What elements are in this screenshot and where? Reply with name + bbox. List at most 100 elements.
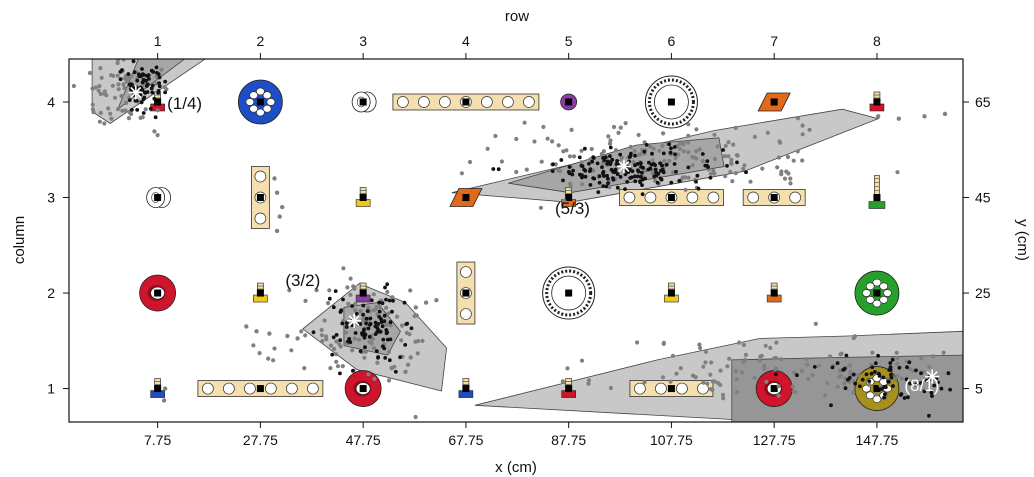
object-center-marker: [770, 385, 778, 393]
left-axis-tick-label: 4: [47, 94, 55, 110]
ball-hole: [879, 295, 888, 304]
bead-hole: [397, 96, 409, 108]
ball-hole: [256, 87, 265, 96]
trajectory-point: [592, 176, 597, 181]
trajectory-point: [785, 154, 791, 160]
bead-hole: [254, 212, 267, 225]
trajectory-point: [762, 363, 767, 368]
region-label-layer: (8/1) (3/2) (5/3) (1/4): [167, 94, 939, 395]
trajectory-point: [667, 158, 672, 164]
object-peg: [150, 378, 165, 398]
trajectory-point: [696, 186, 701, 191]
trajectory-point: [354, 311, 359, 316]
trajectory-point: [391, 298, 395, 303]
trajectory-point: [790, 384, 795, 389]
centroid-star: [347, 313, 362, 328]
trajectory-point: [661, 131, 666, 136]
trajectory-point: [377, 315, 382, 319]
trajectory-point: [134, 98, 139, 103]
trajectory-point: [364, 316, 369, 321]
trajectory-point: [326, 301, 331, 306]
trajectory-point: [788, 176, 793, 181]
trajectory-point: [618, 175, 623, 179]
trajectory-point: [412, 313, 417, 319]
trajectory-point: [1008, 334, 1012, 338]
trajectory-point: [615, 172, 620, 177]
trajectory-point: [611, 124, 617, 130]
trajectory-point: [726, 154, 731, 159]
trajectory-point: [135, 78, 140, 83]
object-center-marker: [770, 194, 778, 202]
trajectory-point: [579, 160, 584, 165]
trajectory-point: [640, 183, 644, 188]
right-axis-label: y (cm): [1014, 219, 1031, 261]
trajectory-point: [623, 121, 628, 126]
trajectory-point: [420, 338, 425, 343]
trajectory-point: [570, 172, 575, 177]
stray-point: [408, 355, 413, 360]
trajectory-point: [919, 371, 923, 376]
trajectory-point: [723, 174, 728, 179]
trajectory-point: [672, 162, 677, 166]
trajectory-point: [844, 353, 849, 358]
trajectory-point: [669, 180, 674, 185]
bead-hole: [707, 191, 720, 204]
trajectory-point: [743, 352, 749, 357]
trajectory-point: [657, 148, 662, 153]
trajectory-point: [662, 158, 667, 164]
trajectory-point: [162, 85, 167, 90]
trajectory-point: [639, 161, 643, 166]
trajectory-point: [579, 358, 585, 363]
trajectory-point: [157, 81, 162, 85]
object-center-marker: [359, 98, 367, 106]
trajectory-point: [778, 357, 784, 362]
ball-hole: [249, 104, 258, 113]
bottom-axis-tick-label: 107.75: [650, 432, 693, 448]
trajectory-point: [694, 156, 699, 161]
trajectory-point: [668, 150, 673, 155]
trajectory-point: [618, 125, 623, 130]
trajectory-point: [847, 363, 853, 368]
trajectory-point: [628, 176, 633, 180]
trajectory-point: [352, 336, 357, 341]
trajectory-point: [867, 382, 872, 387]
trajectory-point: [387, 358, 392, 363]
trajectory-point: [776, 393, 781, 398]
trajectory-point: [415, 351, 420, 356]
trajectory-point: [650, 158, 655, 163]
object-bead-bar-vertical: [250, 166, 270, 229]
trajectory-point: [350, 304, 354, 308]
trajectory-point: [640, 192, 645, 197]
trajectory-point: [678, 366, 683, 371]
stray-point: [413, 305, 418, 310]
trajectory-point: [327, 296, 332, 301]
trajectory-point: [381, 337, 386, 342]
trajectory-point: [932, 383, 937, 388]
trajectory-point: [155, 108, 160, 113]
trajectory-point: [153, 102, 158, 106]
bead-hole: [418, 96, 430, 108]
trajectory-point: [904, 377, 909, 382]
trajectory-point: [565, 366, 570, 371]
trajectory-point: [946, 371, 951, 376]
trajectory-point: [390, 309, 394, 314]
trajectory-point: [964, 378, 968, 382]
trajectory-point: [116, 82, 121, 87]
trajectory-point: [137, 72, 141, 77]
trajectory-point: [343, 330, 349, 335]
trajectory-point: [870, 365, 875, 370]
trajectory-point: [330, 352, 335, 357]
trajectory-point: [358, 349, 363, 354]
bead-hole: [460, 266, 472, 278]
top-axis-tick-label: 1: [154, 33, 162, 49]
trajectory-point: [150, 83, 155, 88]
trajectory-point: [154, 65, 159, 70]
stray-point: [922, 114, 927, 119]
trajectory-point: [567, 165, 572, 169]
object-layer: [139, 75, 900, 411]
trajectory-point: [374, 349, 379, 354]
trajectory-point: [580, 173, 584, 178]
trajectory-point: [302, 366, 307, 371]
object-center-marker: [667, 194, 675, 202]
stray-point: [896, 116, 901, 121]
